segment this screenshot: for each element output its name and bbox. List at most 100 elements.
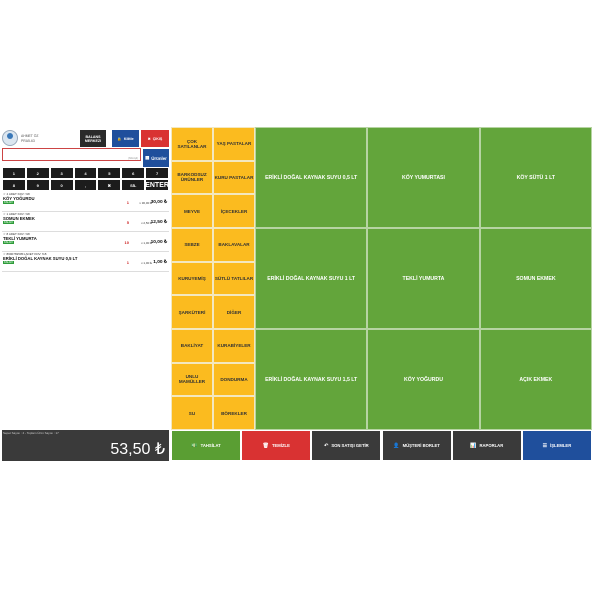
action-label: SON SATIŞI GETİR: [331, 443, 369, 448]
tahsilat-button[interactable]: 💵 TAHSİLAT: [171, 430, 242, 461]
numpad-key[interactable]: 0: [49, 179, 74, 191]
cart-item-unit-price: x 2,50 ₺: [141, 221, 152, 225]
barcode-search-input[interactable]: (Nilmişli): [2, 148, 141, 161]
avatar: [2, 130, 18, 146]
cart-item[interactable]: ☆ 1 ADET KDV: %8 SOMUN EKMEK KALAN 5 x 2,50 …: [2, 211, 169, 232]
products-button[interactable]: ▦ Ürünler: [143, 149, 169, 167]
category-button[interactable]: KURU PASTALAR: [213, 160, 255, 195]
cash-icon: 💵: [191, 442, 198, 449]
action-label: MÜŞTERİ BORLET: [402, 443, 440, 448]
category-button[interactable]: BAKLAVALAR: [213, 228, 255, 262]
category-button[interactable]: YAŞ PASTALAR: [213, 127, 255, 161]
category-button[interactable]: KURUYEMİŞ: [171, 261, 213, 296]
cart-item-name: SOMUN EKMEK: [3, 216, 35, 221]
cart-item-qty: 10: [124, 240, 129, 245]
cart-item-total: 12,50 ₺: [150, 220, 167, 225]
category-button[interactable]: ŞARKÜTERİ: [171, 295, 213, 329]
cart-item-unit-price: x 1,00 ₺: [141, 241, 152, 245]
product-button[interactable]: TEKLİ YUMURTA: [367, 228, 480, 329]
search-hint: (Nilmişli): [128, 157, 138, 160]
user-name: AHMET ÖZ PRA5-63: [21, 134, 39, 143]
product-button[interactable]: SOMUN EKMEK: [479, 228, 592, 329]
chart-icon: 📊: [470, 442, 477, 449]
clear-button[interactable]: 🗑 TEMİZLE: [241, 430, 312, 461]
enter-key[interactable]: ENTER: [145, 179, 169, 191]
numpad-key[interactable]: 8: [2, 179, 26, 191]
last-sale-button[interactable]: ↶ SON SATIŞI GETİR: [311, 430, 382, 461]
cart-list: ☆ 4 ADET KDV: %8 KÖY YOĞURDU KALAN 1 x 30,00…: [2, 191, 169, 272]
cart-item[interactable]: ☆ 4 ADET KDV: %8 KÖY YOĞURDU KALAN 1 x 30,00…: [2, 191, 169, 212]
exit-label: ÇIKIŞ: [152, 136, 163, 141]
cart-total-amount: 53,50 ₺: [110, 441, 165, 458]
numpad-key[interactable]: 2: [25, 167, 50, 179]
numpad-key[interactable]: 6: [121, 167, 146, 179]
numpad-key[interactable]: 9: [25, 179, 50, 191]
cart-item-qty: 1: [126, 260, 129, 265]
balance-center-label: BALANS MERKEZI: [84, 134, 102, 143]
category-button[interactable]: SU: [171, 396, 213, 430]
lock-icon: 🔒: [117, 136, 122, 141]
customer-debt-button[interactable]: 👤 MÜŞTERİ BORLET: [381, 430, 452, 461]
numpad: 1 2 3 4 5 6 7 8 9 0, ✖ SİL ENTER: [2, 167, 169, 191]
cart-summary: Sepet Sayısı : 4 - Toplam Ürün Sayısı : …: [3, 431, 59, 435]
menu-icon: ☰: [542, 442, 548, 449]
cart-item-qty: 1: [126, 200, 129, 205]
action-label: TEMİZLE: [271, 443, 290, 448]
cart-item-name: TEKLİ YUMURTA: [3, 236, 37, 241]
category-button[interactable]: KURABİYELER: [213, 329, 255, 363]
category-button[interactable]: BÖREKLER: [213, 396, 255, 430]
products-button-label: Ürünler: [151, 155, 167, 161]
cart-item[interactable]: ☆ 86907695051 ADET KDV: %8 ERİKLİ DOĞAL K…: [2, 251, 169, 272]
product-button[interactable]: AÇIK EKMEK: [479, 329, 592, 430]
category-button[interactable]: İÇECEKLER: [213, 194, 255, 228]
cart-item-meta: ☆ 8 ADET KDV: %8: [3, 232, 30, 236]
category-button[interactable]: BAKLİYAT: [171, 329, 213, 363]
cart-item-unit-price: x 30,00 ₺: [139, 201, 152, 205]
reports-button[interactable]: 📊 RAPORLAR: [451, 430, 522, 461]
cart-item-meta: ☆ 4 ADET KDV: %8: [3, 192, 30, 196]
numpad-key[interactable]: 1: [2, 167, 26, 179]
product-button[interactable]: ERİKLİ DOĞAL KAYNAK SUYU 0,5 LT: [255, 127, 368, 228]
category-button[interactable]: BARKODSUZ ÜRÜNLER: [171, 160, 213, 195]
user-icon: 👤: [393, 442, 400, 449]
category-button[interactable]: DİĞER: [213, 295, 255, 329]
cart-item-badge: KALAN: [3, 221, 14, 224]
product-button[interactable]: KÖY YUMURTASI: [367, 127, 480, 228]
cart-total-panel: Sepet Sayısı : 4 - Toplam Ürün Sayısı : …: [2, 430, 169, 461]
cart-item-badge: KALAN: [3, 261, 14, 264]
cart-item-total: 1,00 ₺: [153, 260, 167, 265]
product-button[interactable]: KÖY YOĞURDU: [367, 329, 480, 430]
pos-app: AHMET ÖZ PRA5-63 BALANS MERKEZI 🔒 Kilitl…: [0, 127, 592, 461]
cart-item-unit-price: x 1,00 ₺: [141, 261, 152, 265]
numpad-key[interactable]: 4: [73, 167, 98, 179]
user-info: AHMET ÖZ PRA5-63: [2, 130, 62, 150]
category-button[interactable]: SEBZE: [171, 228, 213, 262]
product-button[interactable]: KÖY SÜTÜ 1 LT: [479, 127, 592, 228]
cart-item-name: KÖY YOĞURDU: [3, 196, 35, 201]
product-button[interactable]: ERİKLİ DOĞAL KAYNAK SUYU 1 LT: [255, 228, 368, 329]
category-button[interactable]: DONDURMA: [213, 362, 255, 397]
numpad-key[interactable]: 5: [97, 167, 122, 179]
grid-icon: ▦: [145, 155, 150, 160]
numpad-key[interactable]: ,: [73, 179, 98, 191]
numpad-key[interactable]: ✖: [97, 179, 122, 191]
action-label: İŞLEMLER: [550, 443, 572, 448]
category-button[interactable]: SÜTLÜ TATLILAR: [213, 261, 255, 296]
cart-item[interactable]: ☆ 8 ADET KDV: %8 TEKLİ YUMURTA KALAN 10 x 1,…: [2, 231, 169, 252]
operations-button[interactable]: ☰ İŞLEMLER: [521, 430, 592, 461]
balance-center-button[interactable]: BALANS MERKEZI: [80, 130, 106, 147]
category-button[interactable]: MEYVE: [171, 194, 213, 228]
category-button[interactable]: ÇOK SATILANLAR: [171, 127, 213, 161]
category-button[interactable]: UNLU MAMÜLLER: [171, 362, 213, 397]
action-label: RAPORLAR: [479, 443, 504, 448]
cart-item-meta: ☆ 86907695051 ADET KDV: %8: [3, 252, 47, 256]
numpad-key[interactable]: 3: [49, 167, 74, 179]
cart-item-badge: KALAN: [3, 201, 14, 204]
product-button[interactable]: ERİKLİ DOĞAL KAYNAK SUYU 1,5 LT: [255, 329, 368, 430]
numpad-key[interactable]: 7: [145, 167, 169, 179]
exit-button[interactable]: ✖ ÇIKIŞ: [141, 130, 169, 147]
close-icon: ✖: [147, 136, 151, 141]
lock-button[interactable]: 🔒 Kilitle: [112, 130, 139, 147]
numpad-key[interactable]: SİL: [121, 179, 146, 191]
cart-item-meta: ☆ 1 ADET KDV: %8: [3, 212, 30, 216]
